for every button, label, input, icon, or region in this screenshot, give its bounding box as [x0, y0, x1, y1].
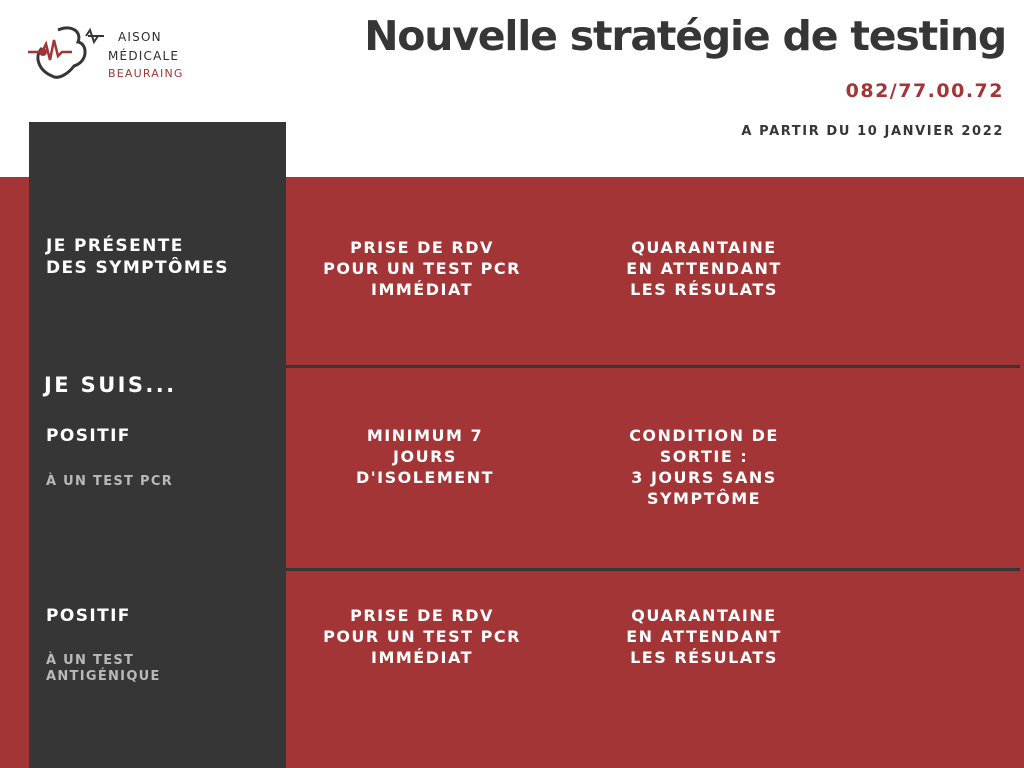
row1-action: PRISE DE RDV POUR UN TEST PCR IMMÉDIAT: [323, 238, 521, 299]
row-label-symptoms: JE PRÉSENTE DES SYMPTÔMES: [46, 236, 229, 278]
row-label-positive-antigen: POSITIF: [46, 606, 131, 626]
row-divider: [286, 568, 1020, 571]
logo-text-line1: AISON: [118, 30, 162, 44]
row3-instruction: QUARANTAINE EN ATTENDANT LES RÉSULATS: [626, 606, 782, 667]
logo-text-line3: BEAURAING: [108, 67, 184, 80]
effective-date: A PARTIR DU 10 JANVIER 2022: [741, 124, 1004, 139]
page-title: Nouvelle stratégie de testing: [364, 12, 1007, 60]
row1-instruction: QUARANTAINE EN ATTENDANT LES RÉSULATS: [626, 238, 782, 299]
heart-pulse-icon: [28, 26, 104, 79]
row-label-positive-pcr: POSITIF: [46, 426, 131, 446]
row2-action: MINIMUM 7 JOURS D'ISOLEMENT: [355, 426, 495, 487]
row3-action: PRISE DE RDV POUR UN TEST PCR IMMÉDIAT: [323, 606, 521, 667]
row-divider: [286, 365, 1020, 368]
row2-instruction: CONDITION DE SORTIE : 3 JOURS SANS SYMPT…: [629, 426, 779, 508]
section-label: JE SUIS...: [44, 373, 177, 397]
label-column: [29, 122, 286, 768]
row-sublabel-pcr: À UN TEST PCR: [46, 474, 174, 489]
row-sublabel-antigen: À UN TEST ANTIGÉNIQUE: [46, 653, 161, 684]
logo-text-line2: MÉDICALE: [108, 49, 180, 63]
phone-number: 082/77.00.72: [845, 80, 1004, 102]
logo: AISON MÉDICALE BEAURAING: [28, 22, 182, 92]
